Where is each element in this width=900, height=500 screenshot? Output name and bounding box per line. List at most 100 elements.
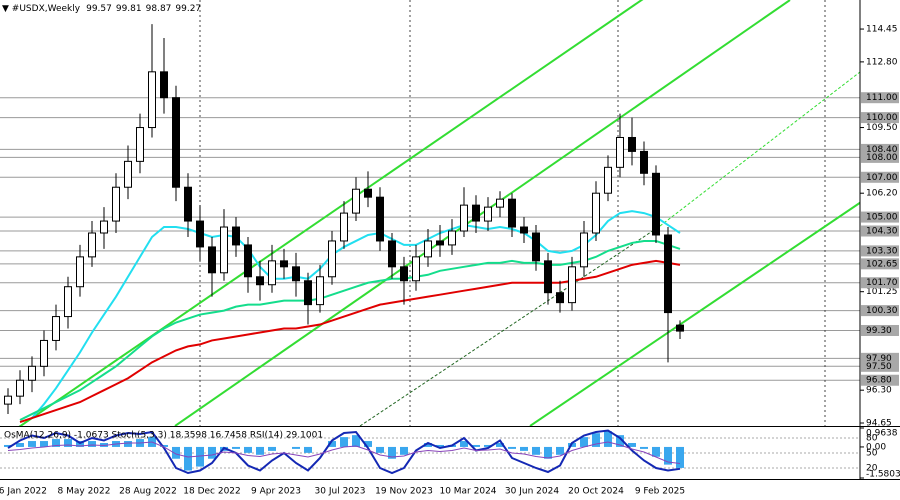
- close: 99.27: [175, 4, 201, 14]
- osma-bar: [172, 446, 180, 459]
- header: ▼ #USDX,Weekly 99.57 99.81 98.87 99.27: [2, 4, 201, 14]
- candle-body: [184, 186, 192, 222]
- candle-body: [544, 260, 552, 294]
- candle-body: [340, 212, 348, 242]
- candle-body: [208, 246, 216, 274]
- level-label-box: [861, 324, 899, 336]
- candle-body: [64, 286, 72, 318]
- candle-body: [652, 172, 660, 236]
- candle-body: [604, 166, 612, 194]
- candle-body: [472, 204, 480, 222]
- candle-body: [580, 232, 588, 268]
- level-label-box: [861, 277, 899, 289]
- candle-body: [160, 71, 168, 99]
- y-tick-label: 96.30: [866, 386, 892, 396]
- level-label: 110.00: [866, 113, 898, 123]
- level-lines: [0, 97, 860, 381]
- indicator-label: OsMA(12,26,9) -1.0673 Stoch(5,3,3) 18.35…: [4, 431, 323, 441]
- stoch-line: [7, 429, 681, 475]
- osma-bar: [652, 446, 660, 457]
- candle-body: [112, 186, 120, 222]
- candle-body: [52, 316, 60, 341]
- osma-bar: [460, 441, 468, 447]
- candle-body: [148, 71, 156, 129]
- x-tick-label: 30 Jun 2024: [505, 487, 559, 497]
- candle-body: [220, 226, 228, 274]
- x-tick-label: 20 Oct 2024: [568, 487, 624, 497]
- y-tick-label: 114.45: [866, 25, 898, 35]
- candle-body: [592, 192, 600, 234]
- osma-bar: [268, 446, 276, 451]
- candle-body: [124, 160, 132, 188]
- candle-body: [352, 188, 360, 214]
- level-label-box: [861, 143, 899, 155]
- candle-body: [376, 196, 384, 242]
- osma-bar: [64, 439, 72, 447]
- candle-body: [532, 232, 540, 262]
- y-tick-label: 94.65: [866, 419, 892, 429]
- candle-body: [76, 256, 84, 288]
- level-label-box: [861, 225, 899, 237]
- price-plot: ▼ #USDX,Weekly 99.57 99.81 98.87 99.27: [0, 0, 860, 426]
- level-label: 102.65: [866, 259, 898, 269]
- osma-bar: [292, 446, 300, 449]
- level-label: 105.00: [866, 213, 898, 223]
- osma-bar: [676, 446, 684, 468]
- osma-bar: [40, 441, 48, 447]
- osma-bar: [28, 441, 36, 447]
- channel-middle: [18, 0, 644, 426]
- symbol: #USDX,Weekly: [12, 4, 81, 14]
- osc-level-label: 50: [866, 449, 878, 459]
- level-label: 101.70: [866, 278, 898, 288]
- candle-body: [280, 260, 288, 268]
- y-tick-label: 112.80: [866, 57, 898, 67]
- candle-body: [640, 150, 648, 174]
- osma-bar: [484, 444, 492, 447]
- level-label: 100.30: [866, 306, 898, 316]
- candle-body: [256, 276, 264, 286]
- level-label: 108.40: [866, 145, 898, 155]
- level-label: 97.50: [866, 362, 892, 372]
- candle-body: [568, 266, 576, 304]
- ind-tick-label: 0.9638: [866, 429, 898, 439]
- candle-body: [412, 256, 420, 282]
- candle-body: [400, 266, 408, 282]
- level-label-box: [861, 211, 899, 223]
- level-label: 108.00: [866, 153, 898, 163]
- high: 99.81: [116, 4, 142, 14]
- osma-bar: [88, 441, 96, 447]
- candle-body: [28, 365, 36, 381]
- osma-bar: [124, 441, 132, 447]
- candle-body: [4, 395, 12, 405]
- candle-body: [616, 136, 624, 168]
- x-tick-label: 30 Jul 2023: [315, 487, 366, 497]
- candle-body: [40, 339, 48, 367]
- candle-body: [196, 220, 204, 248]
- osc-level-label: 20: [866, 464, 878, 474]
- level-label: 96.80: [866, 376, 892, 386]
- indicator-marks: [0, 429, 860, 475]
- osma-bar: [436, 444, 444, 447]
- osma-bar: [556, 446, 564, 455]
- level-label-box: [861, 374, 899, 386]
- candle-body: [316, 276, 324, 306]
- level-label: 97.90: [866, 354, 892, 364]
- candle-body: [16, 379, 24, 397]
- candle-body: [556, 292, 564, 304]
- trend-channel: [18, 0, 860, 426]
- y-tick-label: 101.25: [866, 287, 898, 297]
- x-tick-label: 28 Aug 2022: [119, 487, 177, 497]
- osc-level-label: 80: [866, 434, 878, 444]
- ind-tick-label: -1.5803: [866, 470, 900, 480]
- level-label-box: [861, 92, 899, 104]
- channel-lower: [529, 201, 860, 426]
- candle-body: [508, 198, 516, 228]
- candle-body: [304, 280, 312, 306]
- osma-bar: [640, 446, 648, 449]
- channel-upper: [174, 0, 791, 426]
- candle-body: [292, 266, 300, 282]
- osma-bar: [52, 439, 60, 447]
- candle-body: [448, 230, 456, 246]
- x-tick-label: 9 Apr 2023: [251, 487, 301, 497]
